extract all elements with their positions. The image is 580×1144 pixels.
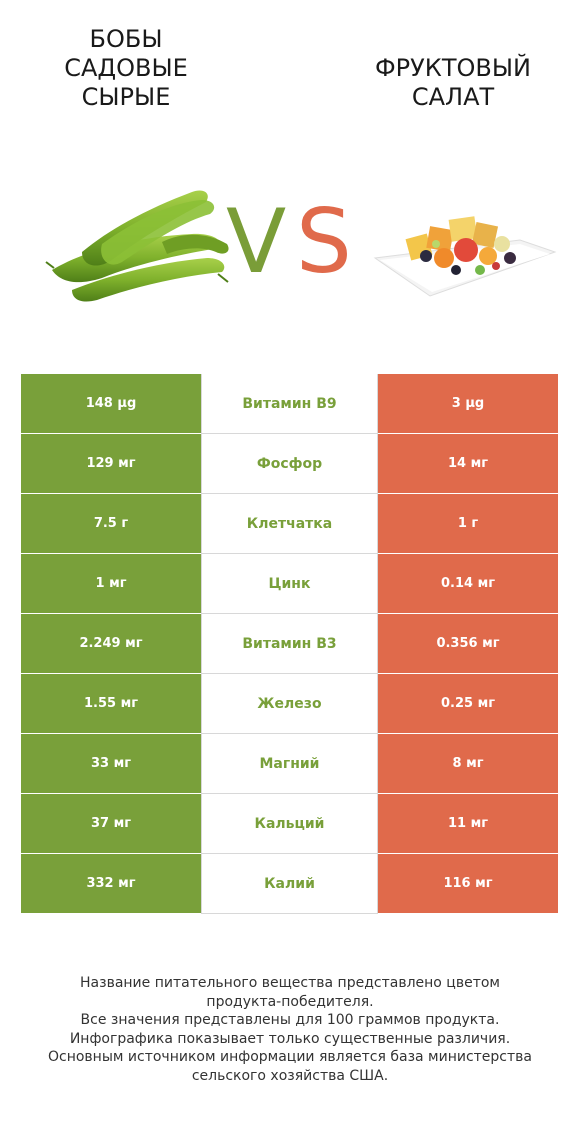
nutrient-name-cell: Цинк — [201, 554, 378, 614]
table-row: 129 мг Фосфор 14 мг — [21, 434, 558, 494]
fava-beans-image — [45, 190, 229, 302]
nutrient-name-cell: Кальций — [201, 794, 378, 854]
nutrient-name-cell: Железо — [201, 674, 378, 734]
table-row: 332 мг Калий 116 мг — [21, 854, 558, 914]
right-title-line: ФРУКТОВЫЙ — [375, 54, 531, 82]
right-value-cell: 14 мг — [378, 434, 558, 494]
footer-line: продукта-победителя. — [206, 993, 374, 1010]
left-value-cell: 7.5 г — [21, 494, 201, 554]
fruit-salad-image — [373, 216, 557, 297]
left-value-cell: 33 мг — [21, 734, 201, 794]
right-value-cell: 116 мг — [378, 854, 558, 914]
table-row: 2.249 мг Витамин B3 0.356 мг — [21, 614, 558, 674]
left-value-cell: 37 мг — [21, 794, 201, 854]
footer-line: Все значения представлены для 100 граммо… — [80, 1012, 500, 1028]
right-value-cell: 0.25 мг — [378, 674, 558, 734]
vs-s-letter: S — [296, 190, 352, 293]
right-title-line: САЛАТ — [411, 83, 495, 111]
table-row: 1.55 мг Железо 0.25 мг — [21, 674, 558, 734]
table-row: 33 мг Магний 8 мг — [21, 734, 558, 794]
table-row: 7.5 г Клетчатка 1 г — [21, 494, 558, 554]
table-row: 148 µg Витамин B9 3 µg — [21, 374, 558, 434]
nutrient-name-cell: Фосфор — [201, 434, 378, 494]
nutrient-name-cell: Клетчатка — [201, 494, 378, 554]
nutrient-name-cell: Магний — [201, 734, 378, 794]
right-value-cell: 1 г — [378, 494, 558, 554]
table-row: 1 мг Цинк 0.14 мг — [21, 554, 558, 614]
left-title-line: САДОВЫЕ — [64, 54, 188, 82]
left-product-title: БОБЫ САДОВЫЕ СЫРЫЕ — [26, 25, 226, 112]
left-value-cell: 129 мг — [21, 434, 201, 494]
left-value-cell: 148 µg — [21, 374, 201, 434]
footer-line: Основным источником информации является … — [48, 1049, 532, 1065]
right-value-cell: 3 µg — [378, 374, 558, 434]
nutrient-comparison-table: 148 µg Витамин B9 3 µg 129 мг Фосфор 14 … — [21, 374, 558, 914]
left-value-cell: 332 мг — [21, 854, 201, 914]
vs-v-letter: V — [226, 190, 287, 293]
left-title-line: СЫРЫЕ — [81, 83, 171, 111]
right-value-cell: 0.14 мг — [378, 554, 558, 614]
vs-label: V S — [226, 190, 356, 293]
left-value-cell: 2.249 мг — [21, 614, 201, 674]
footer-line: Инфографика показывает только существенн… — [69, 1030, 511, 1047]
right-product-title: ФРУКТОВЫЙ САЛАТ — [353, 54, 553, 112]
left-value-cell: 1 мг — [21, 554, 201, 614]
left-value-cell: 1.55 мг — [21, 674, 201, 734]
right-value-cell: 11 мг — [378, 794, 558, 854]
right-value-cell: 8 мг — [378, 734, 558, 794]
footer-notes: Название питательного вещества представл… — [20, 974, 560, 1085]
left-title-line: БОБЫ — [89, 25, 163, 53]
nutrient-name-cell: Витамин B3 — [201, 614, 378, 674]
table-row: 37 мг Кальций 11 мг — [21, 794, 558, 854]
footer-line: сельского хозяйства США. — [191, 1067, 389, 1084]
right-value-cell: 0.356 мг — [378, 614, 558, 674]
footer-line: Название питательного вещества представл… — [80, 975, 500, 991]
nutrient-name-cell: Калий — [201, 854, 378, 914]
nutrient-name-cell: Витамин B9 — [201, 374, 378, 434]
